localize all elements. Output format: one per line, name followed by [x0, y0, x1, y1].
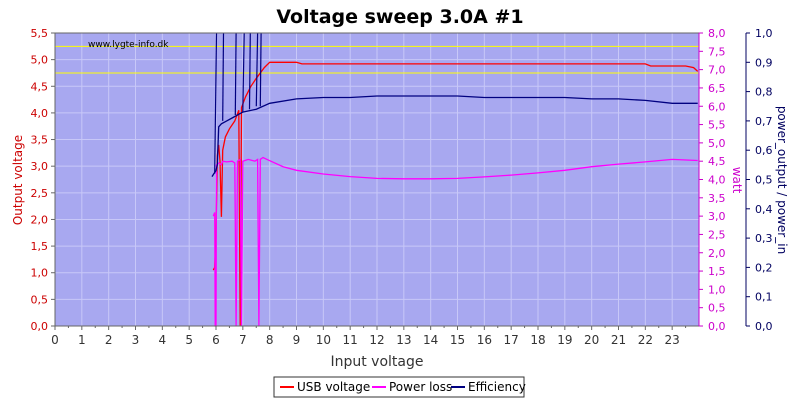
y-right-watt-tick-label: 0,5 [708, 302, 726, 315]
y-left-tick-label: 5,5 [31, 27, 49, 40]
y-right-watt-tick-label: 7,5 [708, 45, 726, 58]
y-right-watt-tick-label: 3,0 [708, 210, 726, 223]
x-tick-label: 15 [450, 333, 465, 347]
y-left-tick-label: 2,5 [31, 187, 49, 200]
y-right-watt-tick-label: 6,0 [708, 100, 726, 113]
plot-area: www.lygte-info.dk [54, 32, 700, 327]
y-right-watt-tick-label: 4,5 [708, 155, 726, 168]
x-tick-label: 23 [665, 333, 680, 347]
x-axis: 0 1 2 3 4 5 6 7 8 9 10 11 12 13 14 15 16 17 18 19 20 21 22 23 [51, 326, 687, 347]
y-left-tick-label: 4,0 [31, 107, 49, 120]
x-tick-label: 7 [239, 333, 247, 347]
y-axis-right-efficiency: 0,0 0,1 0,2 0,3 0,4 0,5 0,6 0,7 0,8 0,9 1,0 [745, 27, 773, 333]
y-axis-right-watt: 0,0 0,5 1,0 1,5 2,0 2,5 3,0 3,5 4,0 4,5 5,0 5,5 6,0 6… [698, 27, 726, 333]
series-lines [211, 32, 699, 327]
series-usb-voltage [212, 61, 699, 327]
y-right-watt-tick-label: 1,5 [708, 265, 726, 278]
y-axis-left-label: Output voltage [11, 135, 25, 225]
x-tick-label: 19 [557, 333, 572, 347]
x-tick-label: 18 [530, 333, 545, 347]
legend-box [273, 376, 525, 398]
x-tick-label: 5 [185, 333, 193, 347]
x-tick-label: 2 [105, 333, 113, 347]
y-right-watt-tick-label: 6,5 [708, 82, 726, 95]
series-efficiency-spike [214, 32, 218, 174]
y-right-efficiency-tick-label: 0,4 [755, 203, 773, 216]
x-tick-label: 16 [477, 333, 492, 347]
y-right-efficiency-tick-label: 0,6 [755, 144, 773, 157]
series-efficiency-spike [248, 32, 251, 110]
y-right-watt-tick-label: 3,5 [708, 192, 726, 205]
y-right-watt-tick-label: 2,0 [708, 247, 726, 260]
x-tick-label: 1 [78, 333, 86, 347]
y-axis-right-watt-label: watt [730, 167, 744, 194]
x-tick-label: 10 [316, 333, 331, 347]
y-right-efficiency-tick-label: 0,2 [755, 261, 773, 274]
x-tick-label: 9 [293, 333, 301, 347]
x-tick-label: 3 [132, 333, 140, 347]
y-right-watt-tick-label: 0,0 [708, 320, 726, 333]
y-left-tick-label: 0,0 [31, 320, 49, 333]
legend-label-usb-voltage: USB voltage [297, 380, 370, 394]
chart-title: Voltage sweep 3.0A #1 [276, 6, 523, 28]
x-tick-label: 6 [212, 333, 220, 347]
series-efficiency-spike [222, 32, 225, 121]
y-left-tick-label: 3,0 [31, 160, 49, 173]
y-right-watt-tick-label: 2,5 [708, 228, 726, 241]
y-right-watt-tick-label: 5,5 [708, 119, 726, 132]
series-efficiency-spike [255, 32, 259, 107]
x-tick-label: 8 [266, 333, 274, 347]
grid-lines [55, 33, 699, 326]
x-tick-label: 12 [369, 333, 384, 347]
y-right-efficiency-tick-label: 0,0 [755, 320, 773, 333]
x-tick-label: 0 [51, 333, 59, 347]
series-power-loss [212, 156, 698, 327]
y-left-tick-label: 2,0 [31, 213, 49, 226]
x-tick-label: 20 [584, 333, 599, 347]
series-efficiency-spike [242, 32, 245, 113]
y-right-efficiency-tick-label: 0,9 [755, 56, 773, 69]
y-axis-right-efficiency-label: power_output / power_in [775, 106, 789, 254]
y-right-efficiency-tick-label: 0,3 [755, 232, 773, 245]
x-tick-label: 11 [343, 333, 358, 347]
y-left-tick-label: 4,5 [31, 80, 49, 93]
x-tick-label: 14 [423, 333, 438, 347]
y-right-watt-tick-label: 5,0 [708, 137, 726, 150]
series-efficiency [211, 95, 698, 177]
watermark: www.lygte-info.dk [88, 40, 169, 50]
y-right-efficiency-tick-label: 1,0 [755, 27, 773, 40]
y-left-tick-label: 1,5 [31, 240, 49, 253]
x-tick-label: 13 [396, 333, 411, 347]
x-tick-label: 21 [611, 333, 626, 347]
x-tick-label: 17 [504, 333, 519, 347]
y-right-watt-tick-label: 8,0 [708, 27, 726, 40]
legend: USB voltage Power loss Efficiency [273, 376, 526, 398]
series-efficiency-spike [234, 32, 237, 116]
y-left-tick-label: 1,0 [31, 267, 49, 280]
x-axis-label: Input voltage [330, 354, 423, 370]
y-left-tick-label: 5,0 [31, 54, 49, 67]
y-right-efficiency-tick-label: 0,7 [755, 115, 773, 128]
legend-label-efficiency: Efficiency [468, 380, 526, 394]
y-left-tick-label: 0,5 [31, 293, 49, 306]
series-efficiency-spike [259, 32, 262, 107]
y-right-watt-tick-label: 1,0 [708, 283, 726, 296]
y-right-efficiency-tick-label: 0,1 [755, 291, 773, 304]
legend-label-power-loss: Power loss [389, 380, 452, 394]
reference-lines [55, 45, 699, 74]
y-right-efficiency-tick-label: 0,5 [755, 174, 773, 187]
x-tick-label: 4 [159, 333, 167, 347]
x-tick-label: 22 [638, 333, 653, 347]
y-right-efficiency-tick-label: 0,8 [755, 86, 773, 99]
y-left-tick-label: 3,5 [31, 134, 49, 147]
y-axis-left: 0,0 0,5 1,0 1,5 2,0 2,5 3,0 3,5 4,0 4,5 5,0 5,5 [31, 27, 55, 333]
y-right-watt-tick-label: 7,0 [708, 64, 726, 77]
y-right-watt-tick-label: 4,0 [708, 174, 726, 187]
